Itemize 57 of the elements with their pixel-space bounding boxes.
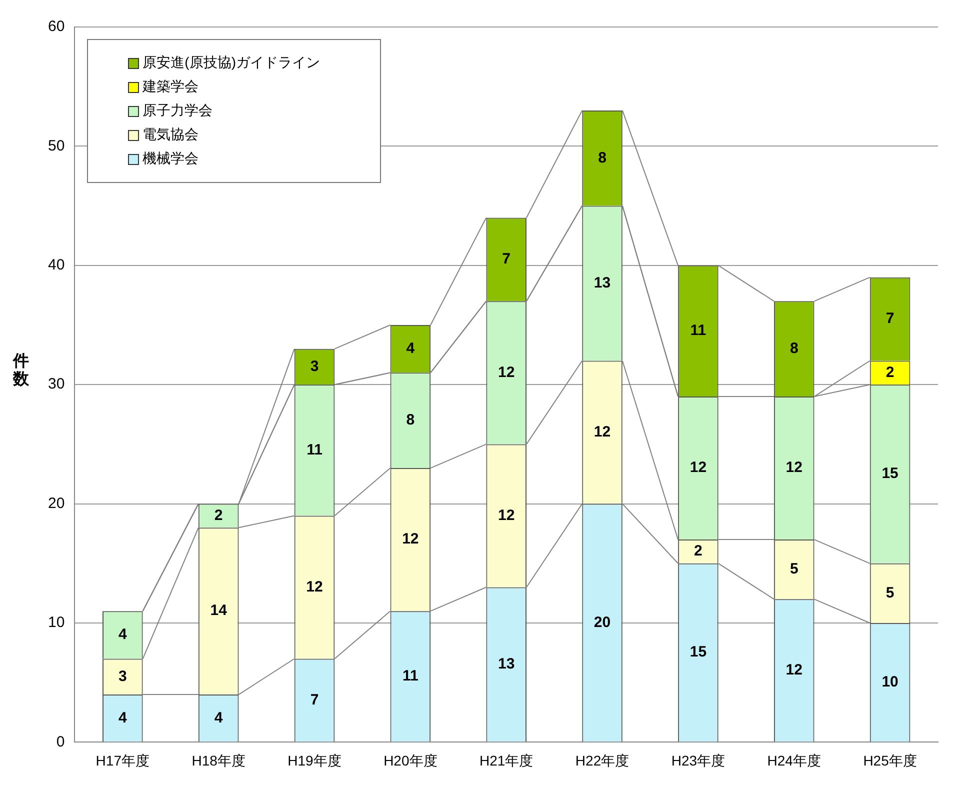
x-tick-label: H19年度 bbox=[288, 752, 342, 768]
legend-label: 原子力学会 bbox=[142, 102, 213, 120]
y-tick-label: 40 bbox=[48, 256, 65, 274]
data-label: 11 bbox=[306, 441, 322, 458]
data-label: 12 bbox=[306, 578, 323, 596]
data-label: 14 bbox=[210, 602, 228, 620]
data-label: 13 bbox=[594, 274, 611, 292]
y-tick-label: 10 bbox=[48, 614, 65, 632]
data-label: 3 bbox=[118, 668, 127, 685]
legend-label: 機械学会 bbox=[142, 150, 199, 168]
data-label: 4 bbox=[118, 626, 128, 644]
x-tick-label: H20年度 bbox=[384, 752, 438, 768]
y-axis-title: 件数 bbox=[12, 353, 30, 389]
data-label: 2 bbox=[214, 506, 223, 524]
x-tick-label: H21年度 bbox=[480, 752, 534, 768]
data-label: 12 bbox=[594, 423, 611, 440]
data-label: 4 bbox=[406, 340, 416, 357]
data-label: 2 bbox=[694, 542, 702, 560]
data-label: 3 bbox=[310, 358, 319, 375]
data-label: 8 bbox=[790, 340, 798, 357]
y-tick-label: 30 bbox=[48, 376, 65, 393]
data-label: 2 bbox=[886, 364, 894, 381]
x-tick-label: H25年度 bbox=[863, 752, 917, 768]
data-label: 13 bbox=[498, 656, 515, 673]
legend-label: 建築学会 bbox=[142, 78, 199, 96]
legend-label: 原安進(原技協)ガイドライン bbox=[142, 54, 320, 72]
x-tick-label: H17年度 bbox=[96, 752, 150, 768]
data-label: 12 bbox=[498, 364, 515, 381]
data-label: 12 bbox=[786, 662, 802, 679]
x-tick-label: H23年度 bbox=[671, 752, 726, 768]
x-tick-label: H22年度 bbox=[575, 752, 630, 768]
x-tick-label: H18年度 bbox=[192, 752, 246, 768]
data-label: 11 bbox=[402, 668, 418, 685]
data-label: 5 bbox=[790, 560, 798, 578]
y-tick-label: 60 bbox=[48, 18, 65, 36]
data-label: 4 bbox=[118, 709, 128, 726]
data-label: 15 bbox=[690, 644, 707, 661]
data-label: 15 bbox=[882, 465, 898, 482]
data-label: 8 bbox=[406, 412, 415, 428]
data-label: 11 bbox=[690, 322, 706, 340]
data-label: 7 bbox=[886, 310, 894, 328]
data-label: 4 bbox=[214, 709, 224, 726]
data-label: 7 bbox=[310, 691, 319, 708]
data-label: 7 bbox=[502, 250, 511, 268]
data-label: 12 bbox=[498, 506, 515, 524]
y-tick-label: 0 bbox=[56, 733, 65, 750]
data-label: 12 bbox=[786, 459, 802, 476]
y-tick-label: 50 bbox=[48, 137, 65, 154]
legend-label: 電気協会 bbox=[142, 126, 199, 144]
x-tick-label: H24年度 bbox=[767, 752, 821, 768]
data-label: 20 bbox=[594, 614, 611, 631]
data-label: 12 bbox=[690, 459, 707, 476]
data-label: 5 bbox=[886, 584, 894, 602]
data-label: 12 bbox=[402, 530, 419, 548]
y-tick-label: 20 bbox=[48, 494, 65, 512]
data-label: 10 bbox=[882, 673, 898, 690]
data-label: 8 bbox=[598, 149, 606, 166]
